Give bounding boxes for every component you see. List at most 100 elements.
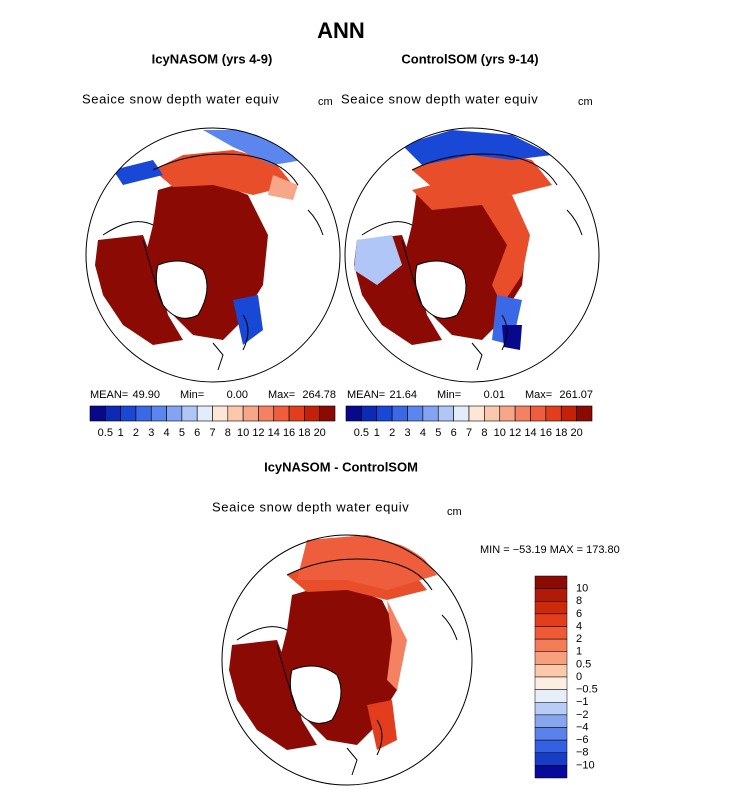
colorbar-box [288, 405, 305, 422]
colorbar-box [534, 702, 568, 716]
colorbar-box [534, 765, 568, 779]
colorbar-box [534, 651, 568, 665]
colorbar-label: −8 [576, 747, 589, 759]
colorbar-box [534, 739, 568, 753]
stat-value: 0.00 [227, 389, 248, 401]
figure-title: ANN [317, 18, 365, 43]
colorbar-box [534, 676, 568, 690]
colorbar-label: −4 [576, 721, 589, 733]
colorbar-box [534, 664, 568, 678]
colorbar-label: 12 [509, 427, 521, 439]
colorbar-box [545, 405, 562, 422]
colorbar-label: 1 [374, 427, 380, 439]
colorbar-label: 16 [540, 427, 552, 439]
colorbar-box [150, 405, 167, 422]
colorbar-label: 3 [404, 427, 410, 439]
variable-label: Seaice snow depth water equiv [82, 91, 279, 106]
colorbar-box [319, 405, 336, 422]
colorbar-box [166, 405, 183, 422]
panel-title: IcyNASOM - ControlSOM [264, 459, 418, 474]
stat-value: 264.78 [302, 389, 336, 401]
panel-title: IcyNASOM (yrs 4-9) [152, 51, 273, 66]
colorbar-box [534, 752, 568, 766]
stat-label: MEAN= [90, 389, 128, 401]
colorbar-box [576, 405, 593, 422]
colorbar-label: 4 [420, 427, 426, 439]
colorbar-box [273, 405, 290, 422]
colorbar-box [534, 588, 568, 602]
colorbar-box [407, 405, 424, 422]
stat-label: Max= [525, 389, 552, 401]
colorbar-label: 0.5 [98, 427, 113, 439]
panel-title: ControlSOM (yrs 9-14) [401, 51, 538, 66]
colorbar-label: 0.5 [576, 658, 591, 670]
colorbar-label: 10 [237, 427, 249, 439]
stat-label: Max= [268, 389, 295, 401]
colorbar-label: 18 [298, 427, 310, 439]
colorbar-label: −2 [576, 709, 589, 721]
colorbar-box [534, 626, 568, 640]
stat-value: 49.90 [132, 389, 160, 401]
colorbar-box [534, 575, 568, 589]
stat-label: Min= [180, 389, 204, 401]
colorbar-box [391, 405, 408, 422]
map [85, 127, 341, 383]
colorbar-box [242, 405, 259, 422]
stat-label: MEAN= [347, 389, 385, 401]
colorbar-box [560, 405, 577, 422]
colorbar-label: 7 [466, 427, 472, 439]
colorbar-label: 16 [283, 427, 295, 439]
colorbar-box [196, 405, 213, 422]
colorbar-label: 8 [481, 427, 487, 439]
colorbar-label: 14 [268, 427, 280, 439]
colorbar-box [499, 405, 516, 422]
colorbar-label: 18 [555, 427, 567, 439]
colorbar-box [468, 405, 485, 422]
variable-label: Seaice snow depth water equiv [212, 499, 409, 514]
colorbar-label: 20 [571, 427, 583, 439]
stats: MEAN= 21.64 Min= 0.01 Max= 261.07 [347, 389, 593, 401]
range-label: MIN = −53.19 MAX = 173.80 [480, 544, 620, 556]
colorbar-label: 6 [451, 427, 457, 439]
colorbar-label: 2 [389, 427, 395, 439]
colorbar-box [135, 405, 152, 422]
colorbar-box [422, 405, 439, 422]
colorbar-label: −6 [576, 734, 589, 746]
units: cm [318, 96, 333, 108]
colorbar-box [181, 405, 198, 422]
units: cm [578, 96, 593, 108]
colorbar-label: 1 [118, 427, 124, 439]
colorbar-label: 5 [435, 427, 441, 439]
colorbar-label: 2 [576, 633, 582, 645]
colorbar-label: 8 [576, 595, 582, 607]
stat-value: 261.07 [559, 389, 593, 401]
colorbar-box [437, 405, 454, 422]
colorbar-box [534, 714, 568, 728]
colorbar-label: −1 [576, 696, 589, 708]
stat-value: 0.01 [484, 389, 505, 401]
colorbar-box [534, 638, 568, 652]
colorbar-label: −10 [576, 759, 595, 771]
colorbar-label: 4 [164, 427, 170, 439]
colorbar-box [345, 405, 362, 422]
colorbar-label: 12 [252, 427, 264, 439]
map [220, 533, 474, 787]
stat-label: Min= [437, 389, 461, 401]
colorbar-label: 8 [225, 427, 231, 439]
colorbar-box [534, 689, 568, 703]
colorbar-label: 0 [576, 671, 582, 683]
colorbar-box [258, 405, 275, 422]
colorbar-box [227, 405, 244, 422]
colorbar-label: 5 [179, 427, 185, 439]
stat-value: 21.64 [389, 389, 417, 401]
colorbar-label: 14 [524, 427, 536, 439]
colorbar-box [484, 405, 501, 422]
colorbar-label: 3 [148, 427, 154, 439]
variable-label: Seaice snow depth water equiv [341, 91, 538, 106]
colorbar-label: −0.5 [576, 684, 598, 696]
colorbar-label: 0.5 [354, 427, 369, 439]
colorbar-box [530, 405, 547, 422]
colorbar-box [361, 405, 378, 422]
colorbar-label: 6 [576, 608, 582, 620]
